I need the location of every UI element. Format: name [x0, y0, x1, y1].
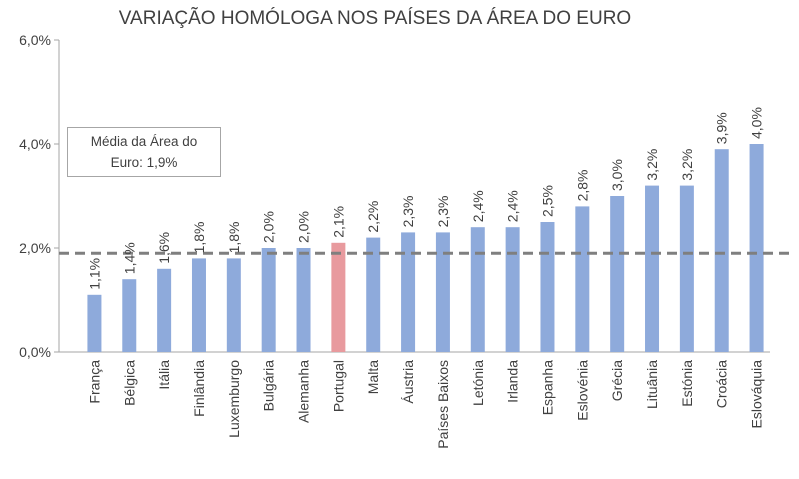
bar [610, 196, 625, 352]
y-tick-label: 2,0% [19, 240, 51, 256]
bar [87, 294, 102, 352]
bar [122, 279, 137, 352]
x-axis-labels: França Bélgica Itália Finlândia Luxemburgo Bu… [86, 360, 764, 449]
category-label: Áustria [400, 360, 416, 404]
data-label: 2,2% [365, 201, 381, 233]
bar [505, 227, 520, 352]
data-label: 2,4% [505, 190, 521, 222]
data-label: 4,0% [749, 107, 765, 139]
category-label: Estónia [679, 360, 695, 407]
category-label: Croácia [714, 360, 730, 408]
data-label: 2,8% [574, 169, 590, 201]
data-labels: 1,1% 1,4% 1,6% 1,8% 1,8% 2,0% 2,0% 2,1% 2,2% 2,3%… [86, 107, 764, 290]
category-label: Luxemburgo [226, 360, 242, 438]
category-label: Países Baixos [435, 360, 451, 449]
data-label: 3,9% [714, 112, 730, 144]
y-tick-label: 0,0% [19, 344, 51, 360]
data-label: 3,2% [644, 149, 660, 181]
bar [540, 222, 555, 352]
bar [366, 237, 381, 352]
bar [749, 144, 764, 352]
bar [261, 248, 276, 352]
bar [331, 242, 346, 352]
bar [226, 258, 241, 352]
data-label: 1,8% [226, 221, 242, 253]
category-label: Eslováquia [749, 360, 765, 429]
chart-title: VARIAÇÃO HOMÓLOGA NOS PAÍSES DA ÁREA DO … [119, 7, 631, 29]
data-label: 2,3% [400, 195, 416, 227]
category-label: Espanha [539, 360, 555, 415]
bar [645, 185, 660, 352]
data-label: 3,2% [679, 149, 695, 181]
data-label: 1,1% [86, 258, 102, 290]
category-label: Lituânia [644, 360, 660, 409]
bar [157, 268, 172, 352]
bar [191, 258, 206, 352]
category-label: França [86, 360, 102, 404]
data-label: 1,8% [191, 221, 207, 253]
category-label: Irlanda [505, 360, 521, 403]
data-label: 2,1% [330, 206, 346, 238]
bar [470, 227, 485, 352]
category-label: Malta [365, 360, 381, 394]
category-label: Finlândia [191, 360, 207, 417]
category-label: Letónia [470, 360, 486, 406]
category-label: Eslovénia [574, 360, 590, 421]
y-tick-label: 6,0% [19, 32, 51, 48]
category-label: Itália [156, 360, 172, 390]
bar [575, 206, 590, 352]
data-label: 3,0% [609, 159, 625, 191]
annotation-line-1: Média da Área do [90, 134, 198, 149]
bar [435, 232, 450, 352]
data-label: 2,3% [435, 195, 451, 227]
category-label: Alemanha [296, 360, 312, 423]
annotation-line-2: Euro: 1,9% [110, 155, 178, 170]
bar [679, 185, 694, 352]
data-label: 2,0% [261, 211, 277, 243]
data-label: 2,4% [470, 190, 486, 222]
data-label: 2,0% [296, 211, 312, 243]
bar [401, 232, 416, 352]
data-label: 1,6% [156, 232, 172, 264]
bar-series [87, 144, 764, 352]
data-label: 1,4% [121, 242, 137, 274]
bar [296, 248, 311, 352]
category-label: Bulgária [261, 360, 277, 412]
y-tick-label: 4,0% [19, 136, 51, 152]
category-label: Grécia [609, 360, 625, 401]
bar [714, 149, 729, 352]
average-annotation-box: Média da Área do Euro: 1,9% [67, 127, 221, 177]
category-label: Portugal [330, 360, 346, 412]
category-label: Bélgica [121, 360, 137, 406]
data-label: 2,5% [539, 185, 555, 217]
